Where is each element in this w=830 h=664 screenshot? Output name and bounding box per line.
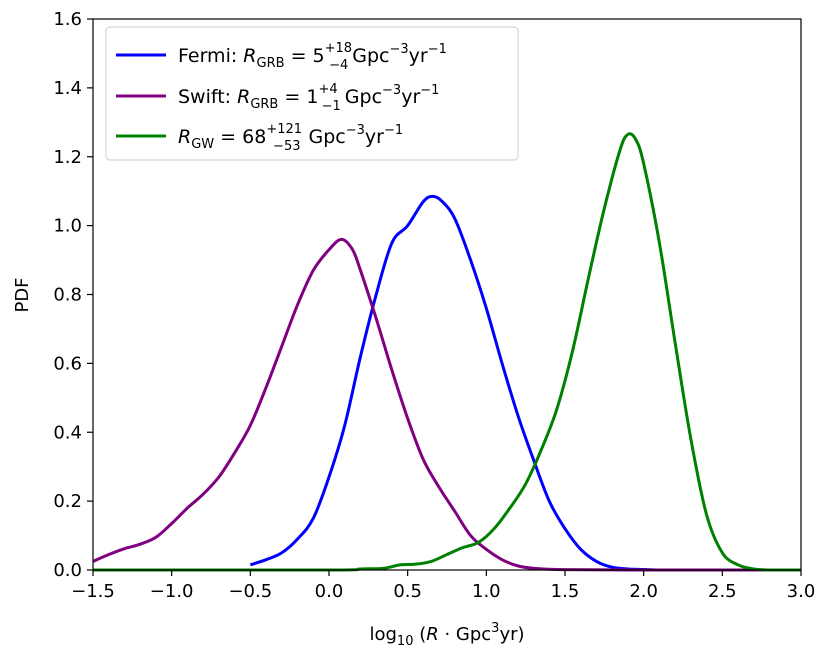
x-tick-label: 3.0 [787,581,816,602]
x-tick-label: −0.5 [228,581,272,602]
y-tick-label: 0.4 [53,422,82,443]
y-tick-label: 1.6 [53,9,82,30]
x-tick-label: 1.0 [472,581,501,602]
y-tick-label: 0.0 [53,560,82,581]
series-line-fermi [249,194,660,572]
x-tick-label: −1.5 [71,581,115,602]
series-lines [92,132,801,572]
legend-label-swift: Swift: RGRB = 1+4 −1 Gpc−3yr−1 [178,82,439,114]
legend: Fermi: RGRB = 5+18 −4 Gpc−3yr−1 Swift: RGR… [105,26,519,161]
legend-label-fermi: Fermi: RGRB = 5+18 −4 Gpc−3yr−1 [178,41,447,73]
series-line-swift [92,237,801,572]
legend-label-gw: RGW = 68+121 −53 Gpc−3yr−1 [178,122,403,154]
x-tick-label: −1.0 [150,581,194,602]
x-tick-label: 2.0 [629,581,658,602]
x-tick-label: 0.5 [393,581,422,602]
y-axis-ticks: 0.0 0.2 0.4 0.6 0.8 1.0 1.2 1.4 1.6 [53,9,93,581]
x-tick-label: 1.5 [551,581,580,602]
y-tick-label: 1.0 [53,216,82,237]
y-tick-label: 1.4 [53,78,82,99]
x-tick-label: 2.5 [708,581,737,602]
series-line-gw [93,132,801,572]
x-axis-ticks: −1.5 −1.0 −0.5 0.0 0.5 1.0 1.5 2.0 2.5 3.0 [71,570,815,602]
y-axis-label: PDF [12,277,33,312]
x-tick-label: 0.0 [315,581,344,602]
legend-box [105,26,519,161]
y-tick-label: 0.2 [53,491,82,512]
x-axis-label: log10 (R · Gpc3yr) [369,621,524,649]
y-tick-label: 0.8 [53,285,82,306]
y-tick-label: 0.6 [53,353,82,374]
y-tick-label: 1.2 [53,147,82,168]
